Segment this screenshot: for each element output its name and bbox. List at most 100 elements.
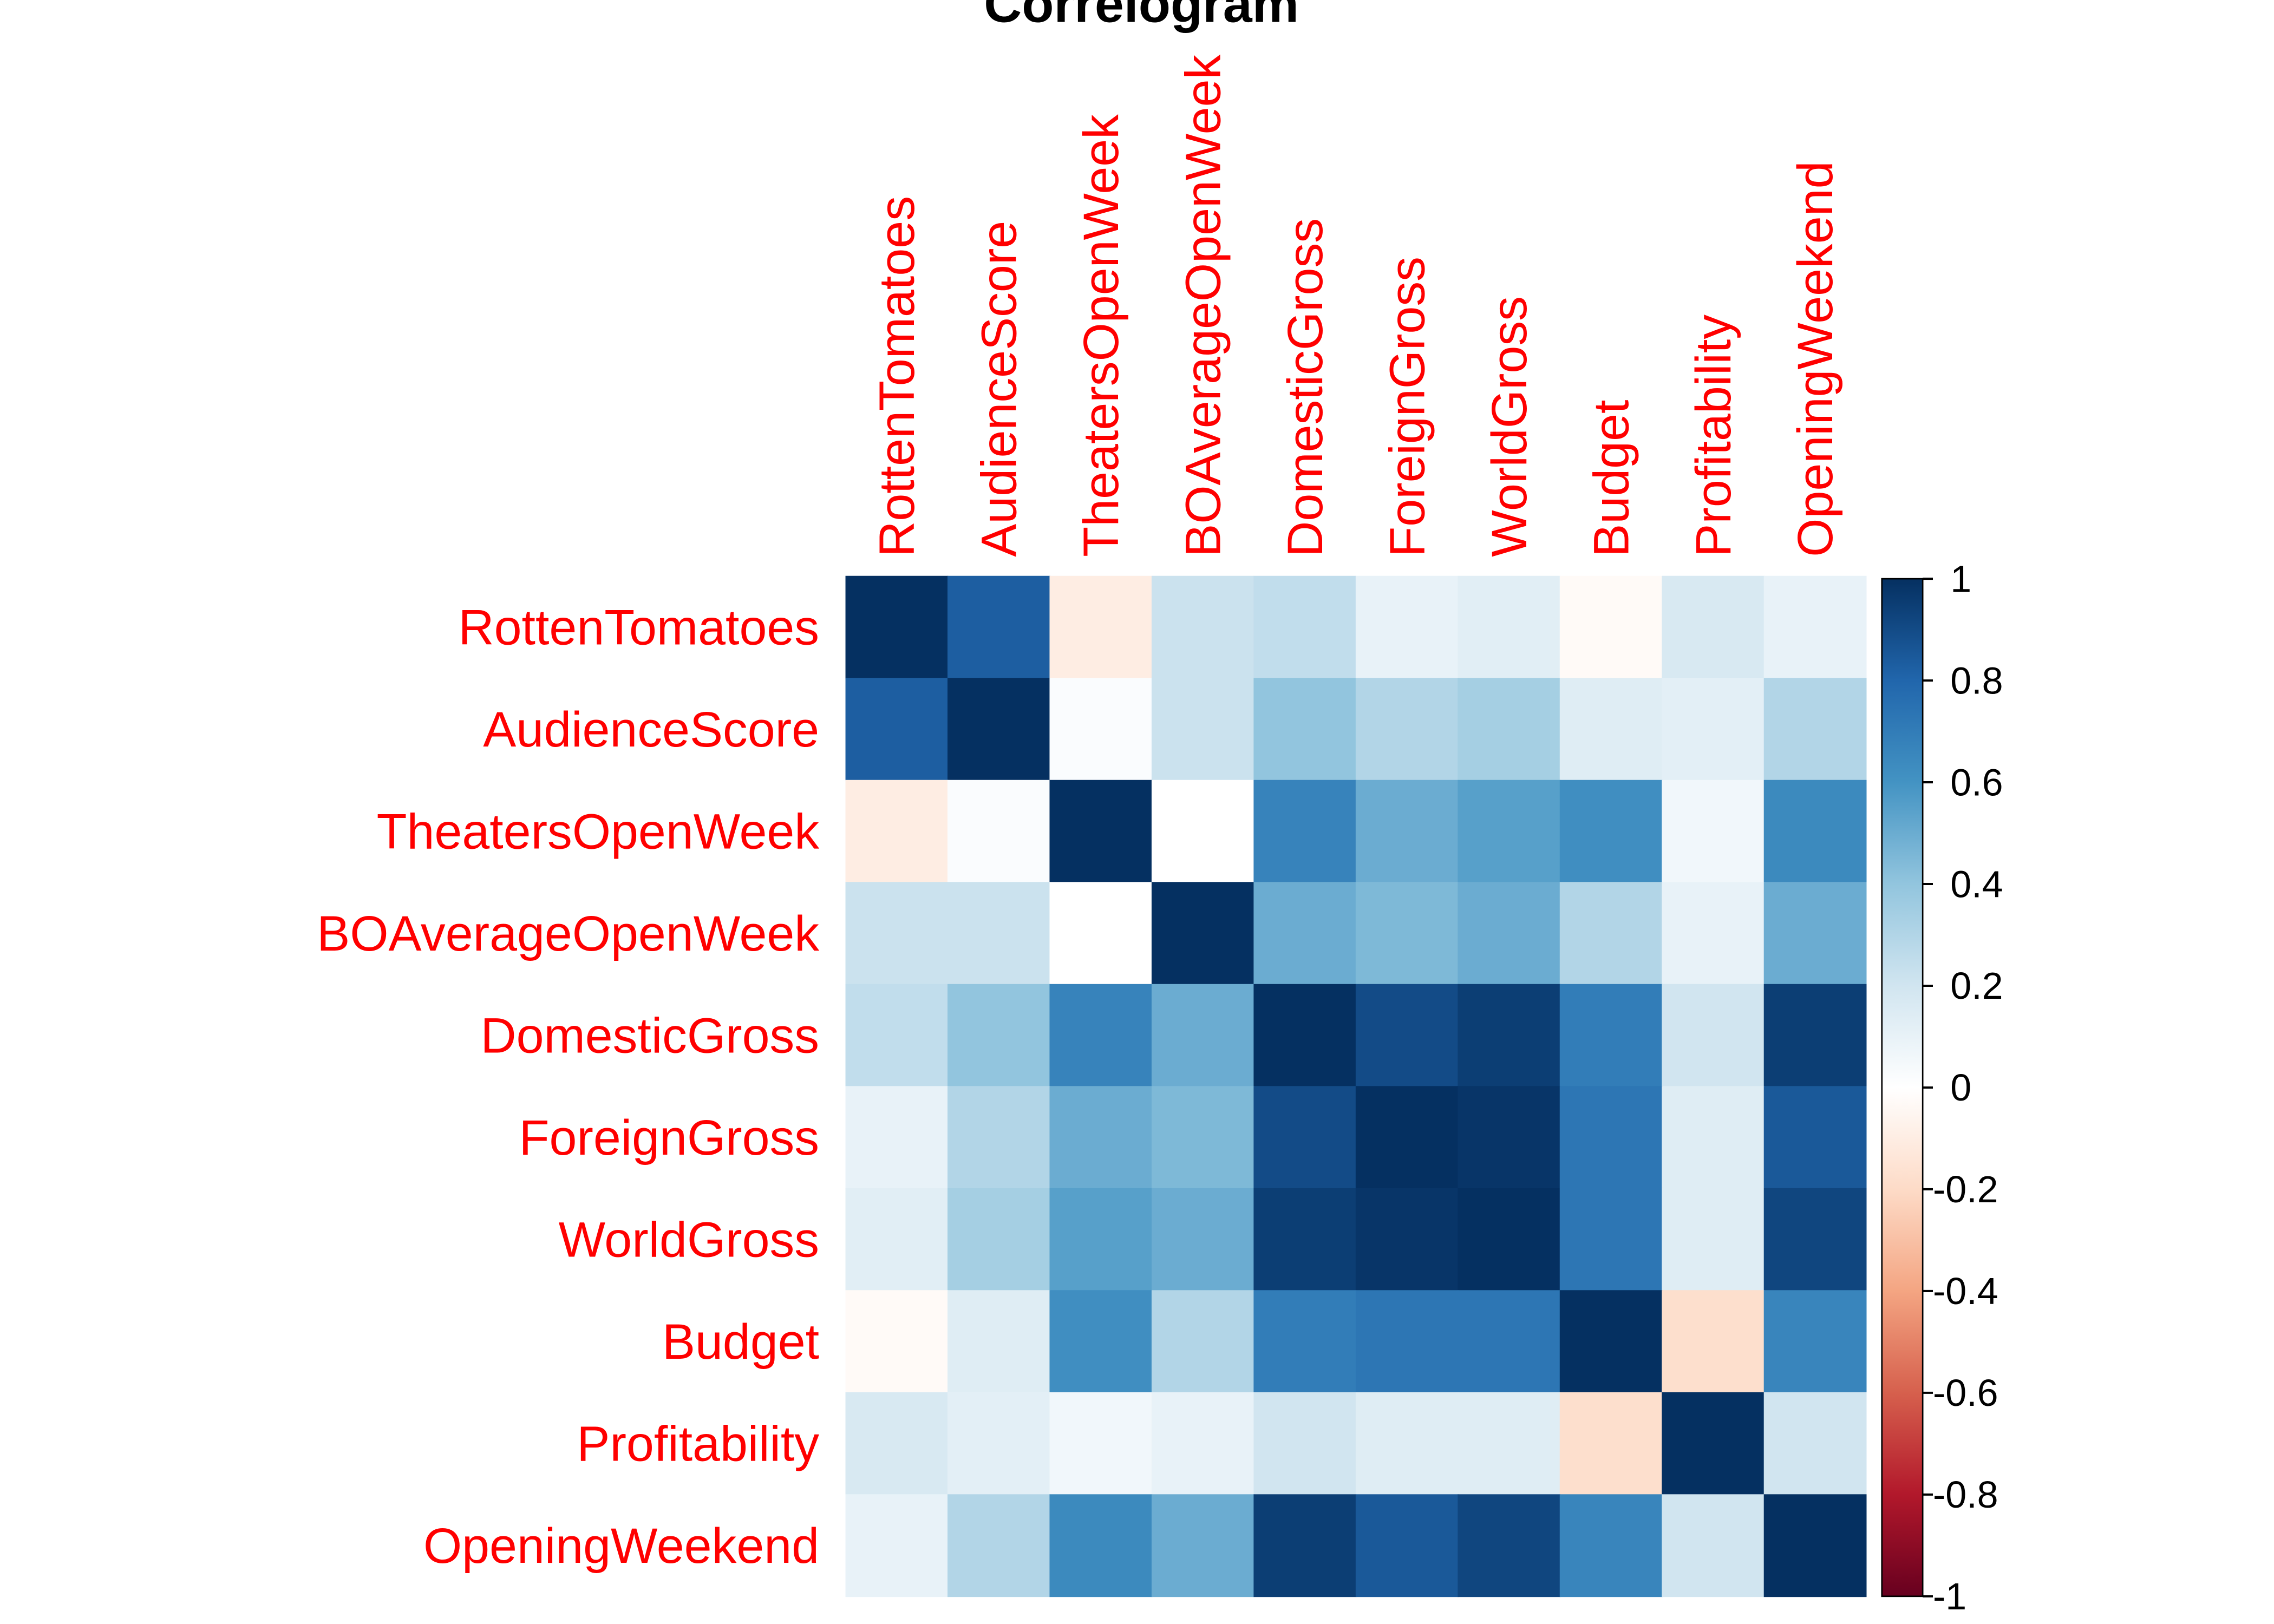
heatmap-cell xyxy=(1151,1392,1254,1495)
heatmap-cell xyxy=(1151,780,1254,883)
heatmap-cell xyxy=(1763,780,1867,883)
colorbar-tick-label: 1 xyxy=(1950,558,1971,600)
colorbar-tick-label: -0.8 xyxy=(1933,1474,1998,1516)
heatmap-cell xyxy=(845,882,949,985)
heatmap-cell xyxy=(1253,1188,1357,1291)
heatmap-cell xyxy=(1559,1086,1663,1189)
heatmap-cell xyxy=(1662,1086,1765,1189)
heatmap-cell xyxy=(1049,678,1153,781)
heatmap-cell xyxy=(948,678,1050,781)
heatmap-cell xyxy=(1458,1392,1561,1495)
heatmap-cell xyxy=(1458,882,1561,985)
colorbar-tick-label: -0.2 xyxy=(1933,1168,1998,1210)
heatmap-cell xyxy=(1253,882,1357,985)
column-label: TheatersOpenWeek xyxy=(1074,114,1129,557)
heatmap-cell xyxy=(1763,882,1867,985)
heatmap-cell xyxy=(1662,1392,1765,1495)
heatmap-cell xyxy=(1458,575,1561,679)
heatmap-cell xyxy=(1662,984,1765,1087)
heatmap-cell xyxy=(948,1494,1050,1597)
colorbar-tick-label: 0 xyxy=(1950,1066,1971,1109)
heatmap-cell xyxy=(1662,780,1765,883)
heatmap-cell xyxy=(1049,780,1153,883)
heatmap-cell xyxy=(948,984,1050,1087)
colorbar-tick-label: 0.4 xyxy=(1950,863,2003,905)
heatmap-cell xyxy=(1355,678,1459,781)
heatmap-cell xyxy=(1049,1086,1153,1189)
heatmap-cell xyxy=(1151,1494,1254,1597)
heatmap-cell xyxy=(1355,1188,1459,1291)
heatmap-cell xyxy=(1355,882,1459,985)
heatmap-cell xyxy=(1049,984,1153,1087)
heatmap-cell xyxy=(1355,1290,1459,1393)
heatmap-cell xyxy=(1559,984,1663,1087)
column-label: Budget xyxy=(1584,400,1639,557)
heatmap-cell xyxy=(948,575,1050,679)
heatmap-cell xyxy=(1559,1494,1663,1597)
heatmap-cell xyxy=(948,1086,1050,1189)
heatmap-cell xyxy=(1763,1188,1867,1291)
heatmap-cell xyxy=(1049,882,1153,985)
row-labels: RottenTomatoes AudienceScore TheatersOpenW… xyxy=(317,600,819,1574)
heatmap-cell xyxy=(845,575,949,679)
column-label: BOAverageOpenWeek xyxy=(1175,54,1231,556)
heatmap-cell xyxy=(1559,882,1663,985)
column-label: DomesticGross xyxy=(1278,218,1333,557)
heatmap-cell xyxy=(1662,1188,1765,1291)
heatmap-cell xyxy=(1355,1494,1459,1597)
heatmap-cell xyxy=(1458,1188,1561,1291)
row-label: BOAverageOpenWeek xyxy=(317,906,819,961)
heatmap-cell xyxy=(948,1290,1050,1393)
colorbar-tick-label: 0.2 xyxy=(1950,965,2003,1007)
heatmap-cell xyxy=(948,780,1050,883)
row-label: Budget xyxy=(662,1314,819,1370)
heatmap-cell xyxy=(1662,678,1765,781)
heatmap-cell xyxy=(1763,1086,1867,1189)
heatmap-cell xyxy=(845,984,949,1087)
heatmap-cells xyxy=(845,575,1867,1597)
heatmap-cell xyxy=(1253,780,1357,883)
row-label: Profitability xyxy=(577,1416,819,1471)
heatmap-cell xyxy=(1151,1290,1254,1393)
heatmap-cell xyxy=(845,1086,949,1189)
heatmap-cell xyxy=(1662,882,1765,985)
heatmap-cell xyxy=(1151,1188,1254,1291)
heatmap-cell xyxy=(1253,1290,1357,1393)
heatmap-cell xyxy=(845,1188,949,1291)
heatmap-cell xyxy=(948,1392,1050,1495)
column-label: ForeignGross xyxy=(1380,257,1435,557)
column-label: Profitability xyxy=(1686,315,1741,557)
heatmap-cell xyxy=(1763,984,1867,1087)
heatmap-cell xyxy=(1355,984,1459,1087)
heatmap-cell xyxy=(1049,1494,1153,1597)
heatmap-cell xyxy=(1253,575,1357,679)
heatmap-cell xyxy=(845,678,949,781)
column-label: AudienceScore xyxy=(972,221,1027,557)
heatmap-cell xyxy=(1763,1392,1867,1495)
heatmap-cell xyxy=(1458,678,1561,781)
heatmap-cell xyxy=(1049,1290,1153,1393)
heatmap-cell xyxy=(948,1188,1050,1291)
heatmap-cell xyxy=(948,882,1050,985)
column-labels: RottenTomatoes AudienceScore TheatersOpenW… xyxy=(870,54,1843,556)
heatmap-cell xyxy=(1049,575,1153,679)
heatmap-cell xyxy=(1151,882,1254,985)
heatmap-cell xyxy=(1458,1494,1561,1597)
chart-title: Correlogram xyxy=(984,0,1299,33)
heatmap-cell xyxy=(1559,1392,1663,1495)
heatmap-cell xyxy=(1253,678,1357,781)
heatmap-cell xyxy=(1253,1086,1357,1189)
heatmap-cell xyxy=(845,1290,949,1393)
colorbar xyxy=(1881,578,1924,1597)
heatmap-cell xyxy=(1763,678,1867,781)
colorbar-ticks: 1 0.8 0.6 0.4 0.2 0 -0.2 -0.4 -0.6 -0.8 -1 xyxy=(1923,558,2003,1618)
heatmap-cell xyxy=(1151,984,1254,1087)
colorbar-tick-label: 0.8 xyxy=(1950,659,2003,702)
heatmap-cell xyxy=(1458,780,1561,883)
heatmap-cell xyxy=(845,1392,949,1495)
row-label: DomesticGross xyxy=(480,1008,819,1063)
colorbar-tick-label: 0.6 xyxy=(1950,761,2003,803)
heatmap-cell xyxy=(1763,1290,1867,1393)
heatmap-cell xyxy=(1458,1086,1561,1189)
